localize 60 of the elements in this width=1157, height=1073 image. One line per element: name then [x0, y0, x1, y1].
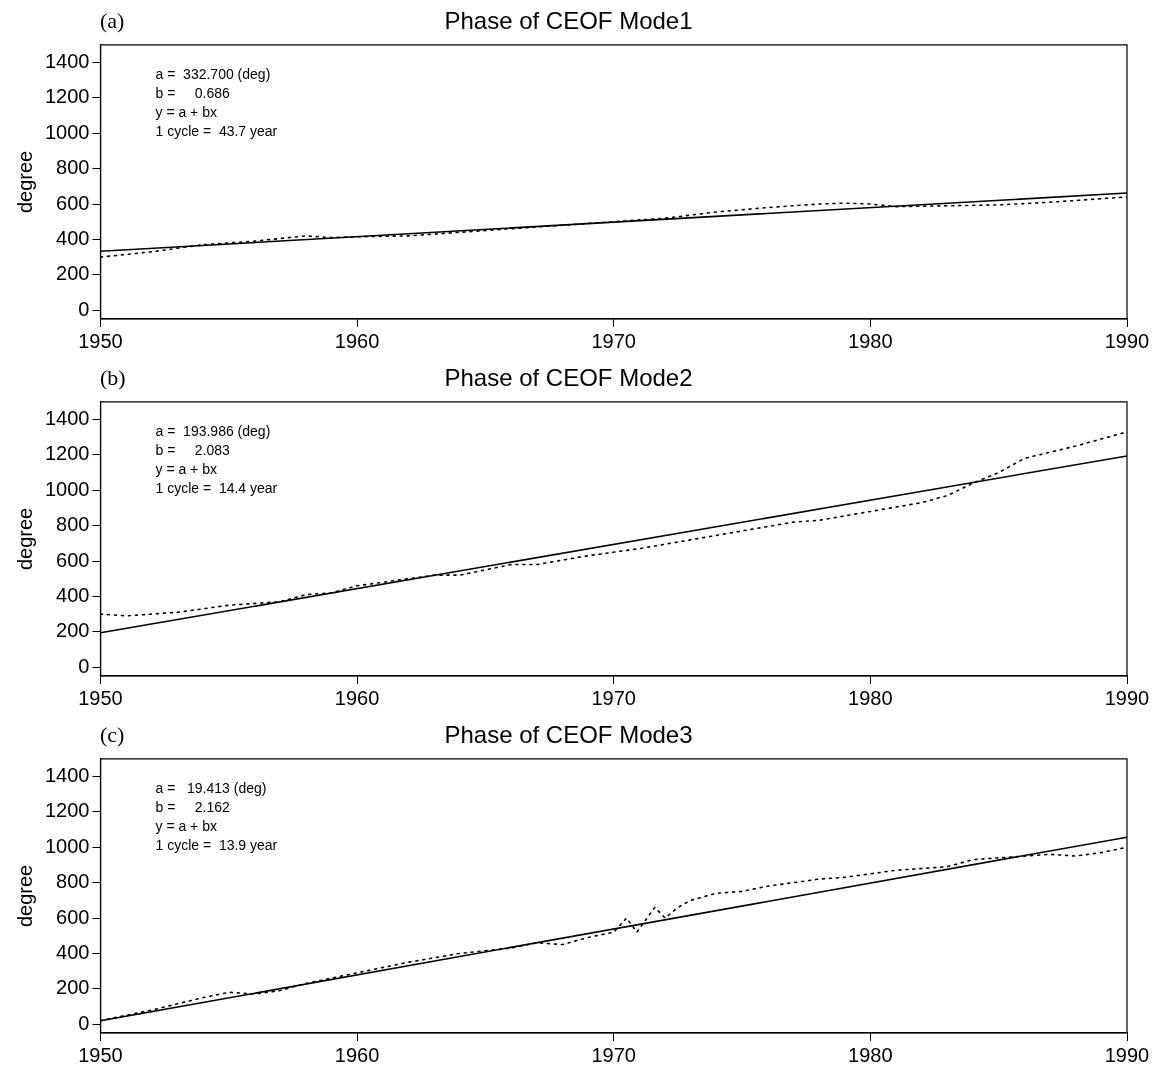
annotation: y = a + bx [155, 103, 217, 120]
annotation: b = 2.083 [155, 441, 231, 458]
y-tick-label: 0 [78, 654, 90, 677]
y-tick-label: 1200 [44, 442, 90, 465]
y-tick-label: 1400 [44, 407, 90, 430]
annotation: a = 332.700 (deg) [155, 65, 271, 82]
y-tick-label: 800 [56, 513, 90, 536]
annotation: 1 cycle = 14.4 year [155, 479, 278, 496]
x-tick-label: 1970 [591, 686, 636, 709]
y-tick-label: 1000 [44, 477, 90, 500]
y-tick-label: 200 [56, 619, 90, 642]
x-tick-label: 1970 [591, 329, 636, 352]
y-tick-label: 200 [56, 262, 90, 285]
chart-title: Phase of CEOF Mode3 [444, 721, 693, 749]
y-axis-title: degree [13, 507, 36, 571]
y-tick-label: 600 [56, 905, 90, 928]
x-tick-label: 1960 [334, 329, 380, 352]
x-tick-label: 1950 [78, 1043, 123, 1066]
y-tick-label: 600 [56, 191, 90, 214]
y-tick-label: 400 [56, 583, 90, 606]
y-tick-label: 0 [78, 1011, 90, 1034]
x-tick-label: 1950 [78, 686, 123, 709]
y-tick-label: 800 [56, 156, 90, 179]
x-tick-label: 1990 [1104, 686, 1150, 709]
y-tick-label: 1200 [44, 85, 90, 108]
y-tick-label: 800 [56, 870, 90, 893]
y-tick-label: 1400 [44, 764, 90, 787]
text: (a) [100, 8, 125, 33]
text: (c) [100, 722, 125, 747]
x-tick-label: 1950 [78, 329, 123, 352]
annotation: b = 0.686 [155, 84, 231, 101]
chart-title: Phase of CEOF Mode1 [444, 7, 693, 35]
x-tick-label: 1960 [334, 1043, 380, 1066]
x-tick-label: 1990 [1104, 329, 1150, 352]
y-tick-label: 1000 [44, 120, 90, 143]
y-tick-label: 1400 [44, 50, 90, 73]
annotation: 1 cycle = 13.9 year [155, 836, 278, 853]
x-tick-label: 1980 [848, 1043, 893, 1066]
y-tick-label: 400 [56, 940, 90, 963]
annotation: a = 19.413 (deg) [155, 779, 267, 796]
y-tick-label: 400 [56, 226, 90, 249]
y-tick-label: 0 [78, 297, 90, 320]
x-tick-label: 1970 [591, 1043, 636, 1066]
y-tick-label: 200 [56, 976, 90, 999]
x-tick-label: 1960 [334, 686, 380, 709]
x-tick-label: 1980 [848, 686, 893, 709]
annotation: 1 cycle = 43.7 year [155, 122, 278, 139]
y-tick-label: 600 [56, 548, 90, 571]
text: (b) [100, 365, 126, 390]
y-axis-title: degree [13, 150, 36, 214]
chart-title: Phase of CEOF Mode2 [444, 364, 693, 392]
annotation: y = a + bx [155, 817, 217, 834]
x-tick-label: 1990 [1104, 1043, 1150, 1066]
y-tick-label: 1200 [44, 799, 90, 822]
y-tick-label: 1000 [44, 834, 90, 857]
annotation: a = 193.986 (deg) [155, 422, 271, 439]
y-axis-title: degree [13, 864, 36, 928]
x-tick-label: 1980 [848, 329, 893, 352]
annotation: y = a + bx [155, 460, 217, 477]
annotation: b = 2.162 [155, 798, 231, 815]
